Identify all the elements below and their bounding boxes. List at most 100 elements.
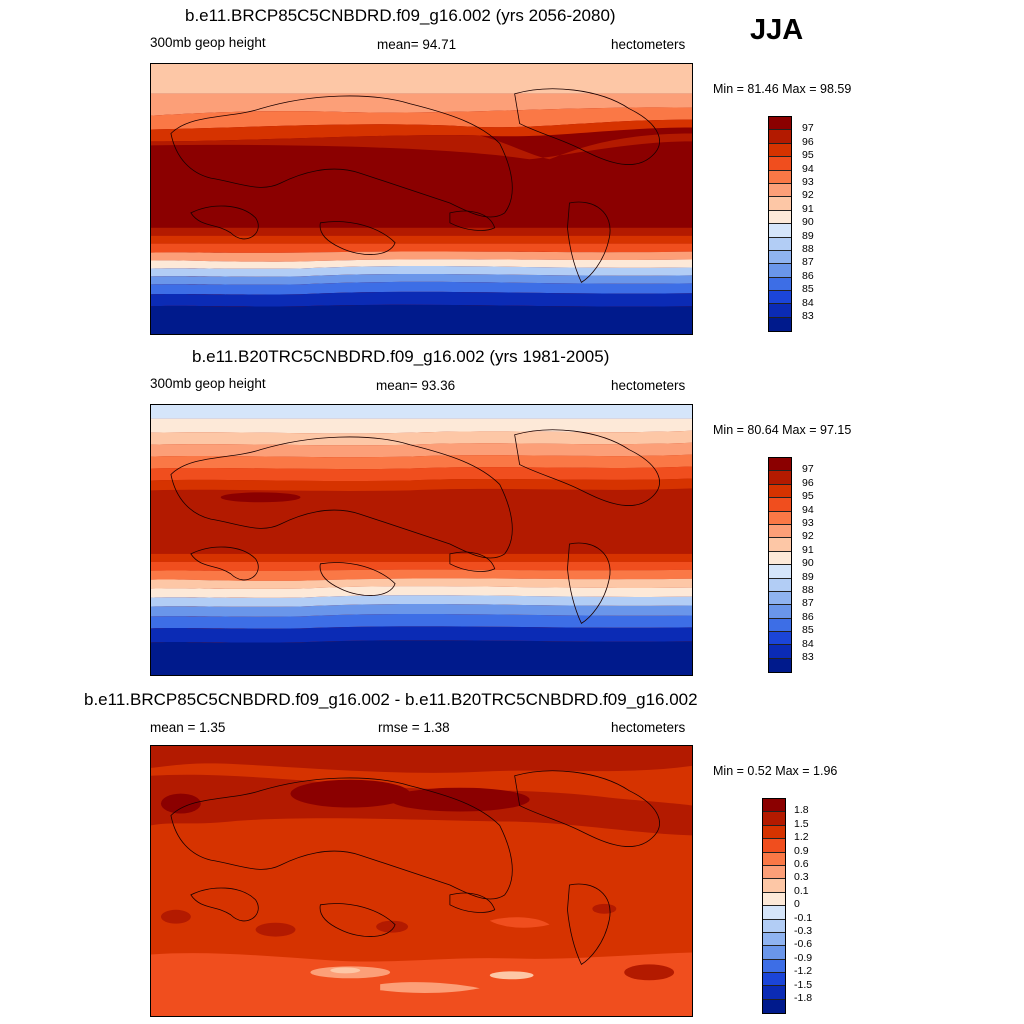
legend-label: 0 (794, 898, 800, 911)
legend-swatch (769, 304, 791, 318)
panel-3-legend (762, 798, 786, 1015)
legend-swatch (769, 237, 791, 251)
panel-2-map (150, 404, 693, 676)
panel-1-minmax: Min = 81.46 Max = 98.59 (713, 82, 852, 96)
legend-swatch (769, 157, 791, 171)
legend-swatch (769, 277, 791, 292)
legend-swatch (763, 973, 785, 987)
legend-label: 1.8 (794, 804, 809, 817)
legend-swatch (769, 591, 791, 606)
legend-swatch (769, 197, 791, 211)
legend-swatch (769, 183, 791, 198)
legend-swatch (769, 524, 791, 539)
legend-label: 95 (802, 490, 814, 503)
panel-3-minmax: Min = 0.52 Max = 1.96 (713, 764, 838, 778)
legend-label: 89 (802, 570, 814, 583)
panel-2-mean-label: mean= 93.36 (376, 378, 456, 393)
legend-swatch (769, 224, 791, 238)
legend-swatch (769, 605, 791, 619)
panel-3-rmse-label: rmse = 1.38 (378, 720, 450, 735)
legend-label: -0.9 (794, 951, 813, 964)
panel-3-mean-label: mean = 1.35 (150, 720, 226, 735)
legend-label: -1.5 (794, 978, 813, 991)
legend-swatch (763, 852, 785, 866)
legend-swatch (769, 264, 791, 278)
legend-swatch (763, 919, 785, 933)
legend-label: 88 (802, 584, 814, 596)
legend-label: 84 (802, 296, 814, 309)
legend-label: 1.5 (794, 817, 809, 830)
legend-label: 88 (802, 243, 814, 255)
legend-label: 83 (802, 310, 814, 322)
panel-1-mean-label: mean= 94.71 (377, 37, 457, 52)
legend-label: 0.6 (794, 858, 809, 870)
legend-swatch (763, 959, 785, 974)
legend-swatch (769, 170, 791, 184)
legend-swatch (769, 250, 791, 265)
legend-swatch (763, 932, 785, 947)
legend-swatch (769, 551, 791, 566)
panel-2-units-label: hectometers (611, 378, 686, 393)
legend-swatch (769, 484, 791, 499)
legend-swatch (769, 458, 791, 472)
legend-swatch (763, 812, 785, 826)
legend-label: 89 (802, 229, 814, 242)
season-label: JJA (750, 14, 804, 46)
legend-label: 1.2 (794, 831, 809, 844)
legend-swatch (763, 799, 785, 813)
legend-swatch (769, 117, 791, 131)
panel-2-legend (768, 457, 792, 674)
legend-swatch (763, 879, 785, 893)
legend-swatch (769, 511, 791, 525)
legend-swatch (769, 645, 791, 659)
legend-label: 97 (802, 463, 814, 476)
legend-swatch (769, 632, 791, 646)
legend-label: -1.2 (794, 965, 813, 978)
legend-label: 85 (802, 283, 814, 296)
panel-2-variable-label: 300mb geop height (150, 376, 266, 391)
legend-label: 93 (802, 517, 814, 529)
legend-swatch (763, 999, 785, 1014)
legend-swatch (769, 210, 791, 225)
legend-swatch (763, 906, 785, 920)
legend-label: 0.9 (794, 844, 809, 857)
panel-1-map (150, 63, 693, 335)
legend-label: 87 (802, 256, 814, 269)
legend-swatch (769, 578, 791, 592)
panel-2-minmax: Min = 80.64 Max = 97.15 (713, 423, 852, 437)
legend-label: 83 (802, 651, 814, 663)
legend-swatch (769, 565, 791, 579)
panel-2-title: b.e11.B20TRC5CNBDRD.f09_g16.002 (yrs 198… (192, 347, 610, 366)
legend-label: 84 (802, 637, 814, 650)
panel-3-title: b.e11.BRCP85C5CNBDRD.f09_g16.002 - b.e11… (84, 690, 698, 709)
panel-1-variable-label: 300mb geop height (150, 35, 266, 50)
panel-1-legend (768, 116, 792, 333)
legend-label: 92 (802, 189, 814, 202)
legend-swatch (763, 892, 785, 907)
legend-label: -1.8 (794, 992, 813, 1004)
legend-label: 85 (802, 624, 814, 637)
legend-label: -0.6 (794, 938, 813, 951)
legend-swatch (769, 291, 791, 305)
legend-label: 91 (802, 202, 814, 215)
legend-label: 87 (802, 597, 814, 610)
legend-label: 96 (802, 476, 814, 489)
legend-swatch (769, 317, 791, 332)
legend-swatch (763, 825, 785, 840)
legend-swatch (763, 986, 785, 1000)
legend-label: 86 (802, 610, 814, 623)
legend-swatch (769, 538, 791, 552)
legend-swatch (763, 839, 785, 853)
legend-label: 90 (802, 557, 814, 570)
legend-swatch (769, 618, 791, 633)
panel-3-map (150, 745, 693, 1017)
legend-swatch (763, 946, 785, 960)
legend-label: 93 (802, 176, 814, 188)
legend-label: 92 (802, 530, 814, 543)
legend-swatch (763, 865, 785, 880)
legend-label: 97 (802, 122, 814, 135)
legend-swatch (769, 658, 791, 673)
legend-label: 95 (802, 149, 814, 162)
legend-label: -0.1 (794, 911, 813, 924)
legend-swatch (769, 130, 791, 144)
